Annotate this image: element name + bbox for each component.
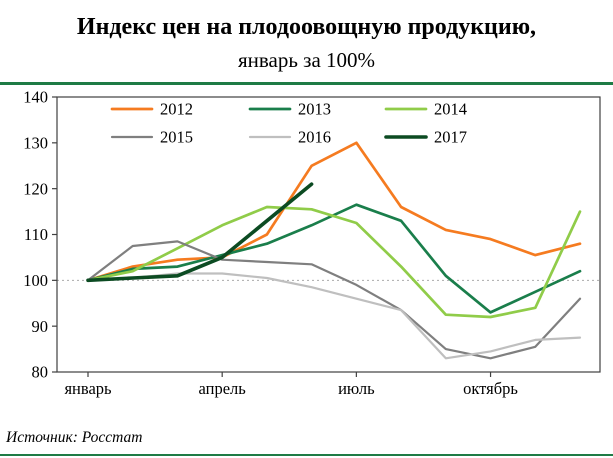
series-line-2013 (86, 203, 582, 314)
chart-subtitle: январь за 100% (237, 48, 376, 72)
bottom-green-rule (0, 454, 613, 456)
x-axis-tick-label: октябрь (463, 379, 518, 398)
legend-label-2014: 2014 (434, 100, 467, 119)
y-axis-tick-label: 140 (23, 88, 48, 107)
series-line-2012 (86, 141, 582, 282)
y-axis-tick-label: 130 (23, 133, 48, 152)
y-axis-tick-label: 100 (23, 271, 48, 290)
series-line-2014 (86, 205, 582, 319)
legend-label-2015: 2015 (160, 128, 193, 147)
chart-area: 80 90 100 110 120 130 140 январь апрель июль октяб… (0, 87, 613, 427)
legend-label-2017: 2017 (434, 128, 467, 147)
x-axis-tick-label: июль (338, 379, 375, 398)
legend-label-2016: 2016 (298, 128, 331, 147)
legend-label-2012: 2012 (160, 100, 193, 119)
y-axis-tick-label: 90 (32, 317, 49, 336)
x-axis-tick-label: апрель (199, 379, 247, 398)
x-axis-tick-label: январь (64, 379, 112, 398)
series-line-2015 (86, 240, 582, 360)
y-axis-tick-label: 80 (32, 363, 49, 382)
legend-label-2013: 2013 (298, 100, 331, 119)
chart-header: Индекс цен на плодоовощную продукцию, ян… (0, 0, 613, 76)
series-line-2016 (86, 272, 582, 360)
source-note: Источник: Росстат (6, 429, 143, 446)
top-green-rule (0, 82, 613, 85)
line-chart: 80 90 100 110 120 130 140 январь апрель июль октяб… (23, 88, 601, 398)
y-axis-tick-label: 110 (24, 225, 48, 244)
y-axis-tick-label: 120 (23, 179, 48, 198)
chart-title: Индекс цен на плодоовощную продукцию, (76, 14, 537, 40)
series-line-2017 (86, 182, 314, 283)
